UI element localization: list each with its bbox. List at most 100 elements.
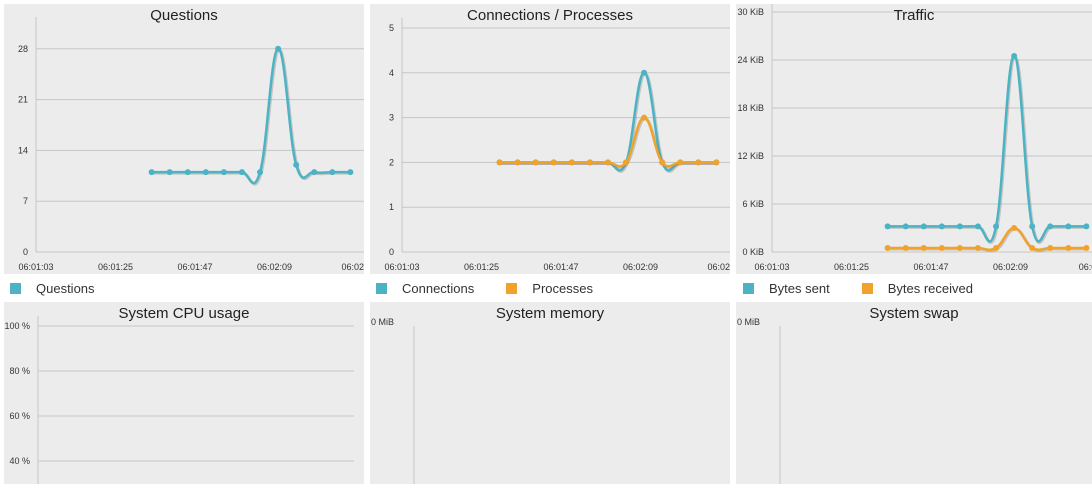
data-point — [713, 159, 720, 166]
data-point — [993, 245, 1000, 251]
y-tick-label: 0 MiB — [737, 317, 760, 327]
y-tick-label: 40 % — [9, 456, 30, 466]
data-point — [1065, 245, 1072, 251]
legend-swatch — [506, 283, 518, 294]
cpu-panel: System CPU usage 40 % 60 % 80 % 100 % — [4, 302, 364, 484]
data-point — [1029, 223, 1036, 230]
data-point — [568, 159, 575, 166]
data-point — [604, 159, 611, 166]
legend-item[interactable]: Bytes sent — [743, 281, 830, 296]
y-tick-label: 6 KiB — [742, 199, 764, 209]
legend-item[interactable]: Questions — [10, 281, 95, 296]
x-tick-label: 06:01:03 — [384, 262, 419, 272]
x-tick-label: 06:01:47 — [913, 262, 948, 272]
data-point — [695, 159, 702, 166]
data-point — [347, 169, 354, 176]
y-tick-label: 1 — [389, 202, 394, 212]
series-line — [499, 116, 717, 168]
legend-swatch — [743, 283, 754, 294]
data-point — [641, 69, 648, 76]
y-tick-label: 30 KiB — [737, 7, 764, 17]
y-tick-label: 0 — [23, 247, 28, 257]
x-tick-label: 06:02:09 — [257, 262, 292, 272]
data-point — [902, 245, 909, 251]
x-tick-label: 06:01:03 — [18, 262, 53, 272]
legend-swatch — [10, 283, 21, 294]
x-tick-label: 06:01:47 — [543, 262, 578, 272]
data-point — [238, 169, 245, 176]
legend-swatch — [861, 283, 873, 294]
legend-label: Bytes received — [887, 281, 973, 296]
x-tick-label: 06:01:25 — [98, 262, 133, 272]
panel-title: System memory — [495, 305, 605, 322]
panel-title: Connections / Processes — [467, 7, 633, 24]
data-point — [641, 114, 648, 121]
y-tick-label: 4 — [389, 68, 394, 78]
questions-panel: Questions 0 7 14 21 28 06:01:03 06:01:25 06:01:… — [4, 4, 364, 274]
data-point — [166, 169, 173, 176]
data-point — [496, 159, 503, 166]
y-tick-label: 12 KiB — [737, 151, 764, 161]
traffic-chart: 0 KiB 6 KiB 12 KiB 18 KiB 24 KiB 30 KiB 06:01:… — [737, 4, 1092, 272]
y-tick-label: 80 % — [9, 366, 30, 376]
x-tick-label: 06:02:09 — [623, 262, 658, 272]
data-point — [1047, 223, 1054, 230]
memory-chart: 0 MiB — [371, 317, 415, 484]
legend-swatch — [376, 283, 387, 294]
questions-chart: 0 7 14 21 28 06:01:03 06:01:25 06:01:47 06:02:09… — [18, 17, 364, 272]
y-tick-label: 5 — [389, 23, 394, 33]
y-tick-label: 28 — [18, 44, 28, 54]
series-line — [499, 71, 717, 172]
swap-chart: 0 MiB — [737, 317, 781, 484]
swap-panel: System swap 0 MiB — [736, 302, 1092, 484]
data-point — [586, 159, 593, 166]
data-point — [956, 245, 963, 251]
data-point — [514, 159, 521, 166]
legend-item[interactable]: Bytes received — [861, 281, 973, 296]
y-tick-label: 0 MiB — [371, 317, 394, 327]
data-point — [532, 159, 539, 166]
data-point — [311, 169, 318, 176]
series-shadow — [500, 72, 718, 173]
y-tick-label: 60 % — [9, 411, 30, 421]
memory-panel: System memory 0 MiB — [370, 302, 730, 484]
data-point — [938, 245, 945, 251]
cpu-chart: 40 % 60 % 80 % 100 % — [4, 316, 354, 484]
series-line — [151, 47, 351, 185]
y-tick-label: 21 — [18, 95, 28, 105]
data-point — [184, 169, 191, 176]
x-tick-label: 06:01:25 — [834, 262, 869, 272]
data-point — [920, 245, 927, 251]
y-tick-label: 14 — [18, 145, 28, 155]
panel-title: System swap — [869, 305, 959, 322]
data-point — [884, 245, 891, 251]
y-tick-label: 0 KiB — [742, 247, 764, 257]
data-point — [202, 169, 209, 176]
series-shadow — [152, 48, 352, 186]
data-point — [884, 223, 891, 230]
panel-title: System CPU usage — [118, 305, 250, 322]
questions-legend: Questions — [10, 281, 127, 296]
data-point — [1029, 245, 1036, 251]
y-tick-label: 0 — [389, 247, 394, 257]
legend-item[interactable]: Processes — [506, 281, 593, 296]
legend-label: Processes — [532, 281, 593, 296]
data-point — [993, 223, 1000, 230]
data-point — [956, 223, 963, 230]
panel-title: Questions — [150, 7, 218, 24]
traffic-panel: Traffic 0 KiB 6 KiB 12 KiB 18 KiB 24 KiB 30 K… — [736, 4, 1092, 274]
data-point — [659, 159, 666, 166]
y-tick-label: 3 — [389, 113, 394, 123]
y-tick-label: 18 KiB — [737, 103, 764, 113]
legend-label: Connections — [402, 281, 475, 296]
x-tick-label: 06:02:09 — [993, 262, 1028, 272]
data-point — [623, 159, 630, 166]
connections-panel: Connections / Processes 0 1 2 3 4 5 06:01:03 06… — [370, 4, 730, 274]
x-tick-label: 06:01:47 — [177, 262, 212, 272]
series-line — [887, 54, 1087, 243]
data-point — [1011, 53, 1018, 59]
y-tick-label: 100 % — [4, 321, 30, 331]
legend-item[interactable]: Connections — [376, 281, 474, 296]
data-point — [1083, 223, 1090, 230]
data-point — [677, 159, 684, 166]
